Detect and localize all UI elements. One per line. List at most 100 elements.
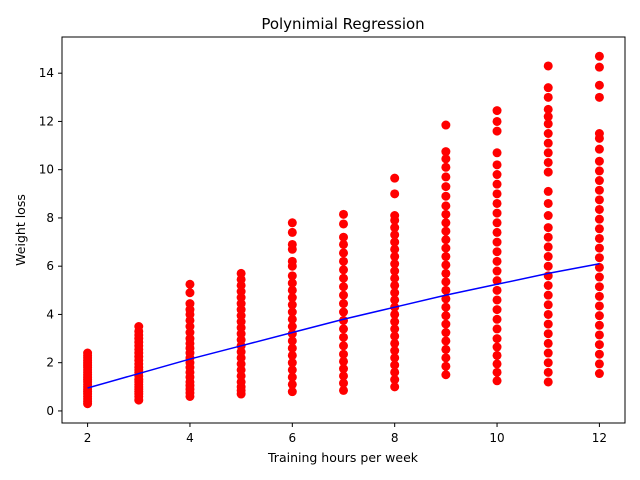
data-point	[594, 282, 604, 292]
data-point	[594, 185, 604, 195]
data-point	[543, 252, 553, 262]
data-point	[543, 280, 553, 290]
data-point	[543, 309, 553, 319]
data-point	[441, 182, 451, 192]
data-point	[134, 322, 144, 331]
data-point	[543, 83, 553, 93]
data-point	[390, 317, 400, 327]
data-point	[492, 237, 502, 247]
data-point	[287, 322, 297, 331]
data-point	[287, 372, 297, 382]
data-point	[543, 377, 553, 387]
data-point	[185, 299, 195, 309]
data-point	[543, 329, 553, 339]
data-point	[339, 378, 348, 388]
data-point	[543, 119, 553, 129]
data-point	[441, 319, 451, 329]
data-point	[390, 360, 400, 370]
data-point	[441, 162, 451, 172]
data-point	[594, 214, 604, 224]
data-point	[441, 353, 451, 363]
data-point	[492, 350, 502, 360]
data-point	[492, 359, 502, 369]
data-point	[339, 356, 348, 366]
y-tick-label: 4	[46, 307, 54, 321]
data-point	[543, 167, 553, 177]
y-tick-label: 0	[46, 404, 54, 418]
data-point	[441, 344, 451, 354]
data-point	[441, 252, 451, 262]
data-point	[287, 239, 297, 249]
data-point	[390, 211, 400, 221]
data-point	[287, 293, 297, 303]
y-tick-label: 10	[39, 163, 54, 177]
data-point	[594, 176, 604, 186]
data-point	[390, 189, 400, 199]
data-point	[492, 198, 502, 208]
data-point	[185, 279, 195, 289]
data-point	[492, 208, 502, 218]
data-point	[339, 307, 348, 317]
data-point	[594, 349, 604, 359]
data-point	[594, 204, 604, 214]
data-point	[287, 278, 297, 288]
data-point	[287, 350, 297, 360]
data-point	[441, 201, 451, 211]
data-point	[287, 314, 297, 324]
data-point	[441, 154, 451, 164]
data-point	[441, 120, 451, 130]
data-point	[492, 116, 502, 126]
data-point	[543, 138, 553, 148]
data-point	[543, 104, 553, 114]
data-point	[441, 328, 451, 338]
data-point	[594, 224, 604, 234]
data-point	[287, 307, 297, 317]
data-point	[543, 232, 553, 242]
x-tick-label: 2	[84, 431, 92, 445]
data-point	[543, 186, 553, 196]
regression-line	[87, 263, 600, 389]
data-point	[594, 62, 604, 72]
data-point	[441, 172, 451, 182]
y-axis-ticks: 0 2 4 6 8 10 12 14	[39, 66, 62, 418]
data-point	[543, 367, 553, 377]
data-point	[441, 302, 451, 312]
data-point	[492, 179, 502, 189]
x-tick-label: 8	[391, 431, 399, 445]
data-point	[492, 266, 502, 276]
data-point	[287, 343, 297, 353]
data-point	[287, 218, 297, 228]
data-point	[441, 243, 451, 253]
scatter-points	[83, 51, 604, 409]
data-point	[339, 385, 348, 395]
data-point	[594, 92, 604, 102]
data-point	[390, 338, 400, 348]
data-point	[492, 342, 502, 352]
data-point	[287, 358, 297, 368]
data-point	[492, 367, 502, 377]
data-point	[390, 382, 400, 392]
data-point	[594, 129, 604, 138]
data-point	[339, 248, 348, 258]
data-point	[390, 346, 400, 356]
data-point	[441, 336, 451, 346]
x-tick-label: 6	[288, 431, 296, 445]
data-point	[543, 261, 553, 271]
x-tick-label: 10	[489, 431, 504, 445]
data-point	[543, 211, 553, 221]
data-point	[441, 370, 451, 380]
data-point	[441, 294, 451, 304]
y-tick-label: 12	[39, 114, 54, 128]
data-point	[390, 259, 400, 269]
data-point	[390, 295, 400, 305]
data-point	[441, 285, 451, 295]
data-point	[339, 232, 348, 242]
data-point	[390, 237, 400, 247]
data-point	[543, 223, 553, 233]
data-point	[594, 156, 604, 166]
data-point	[339, 219, 348, 229]
data-point	[492, 160, 502, 170]
data-point	[287, 387, 297, 397]
data-point	[594, 291, 604, 301]
